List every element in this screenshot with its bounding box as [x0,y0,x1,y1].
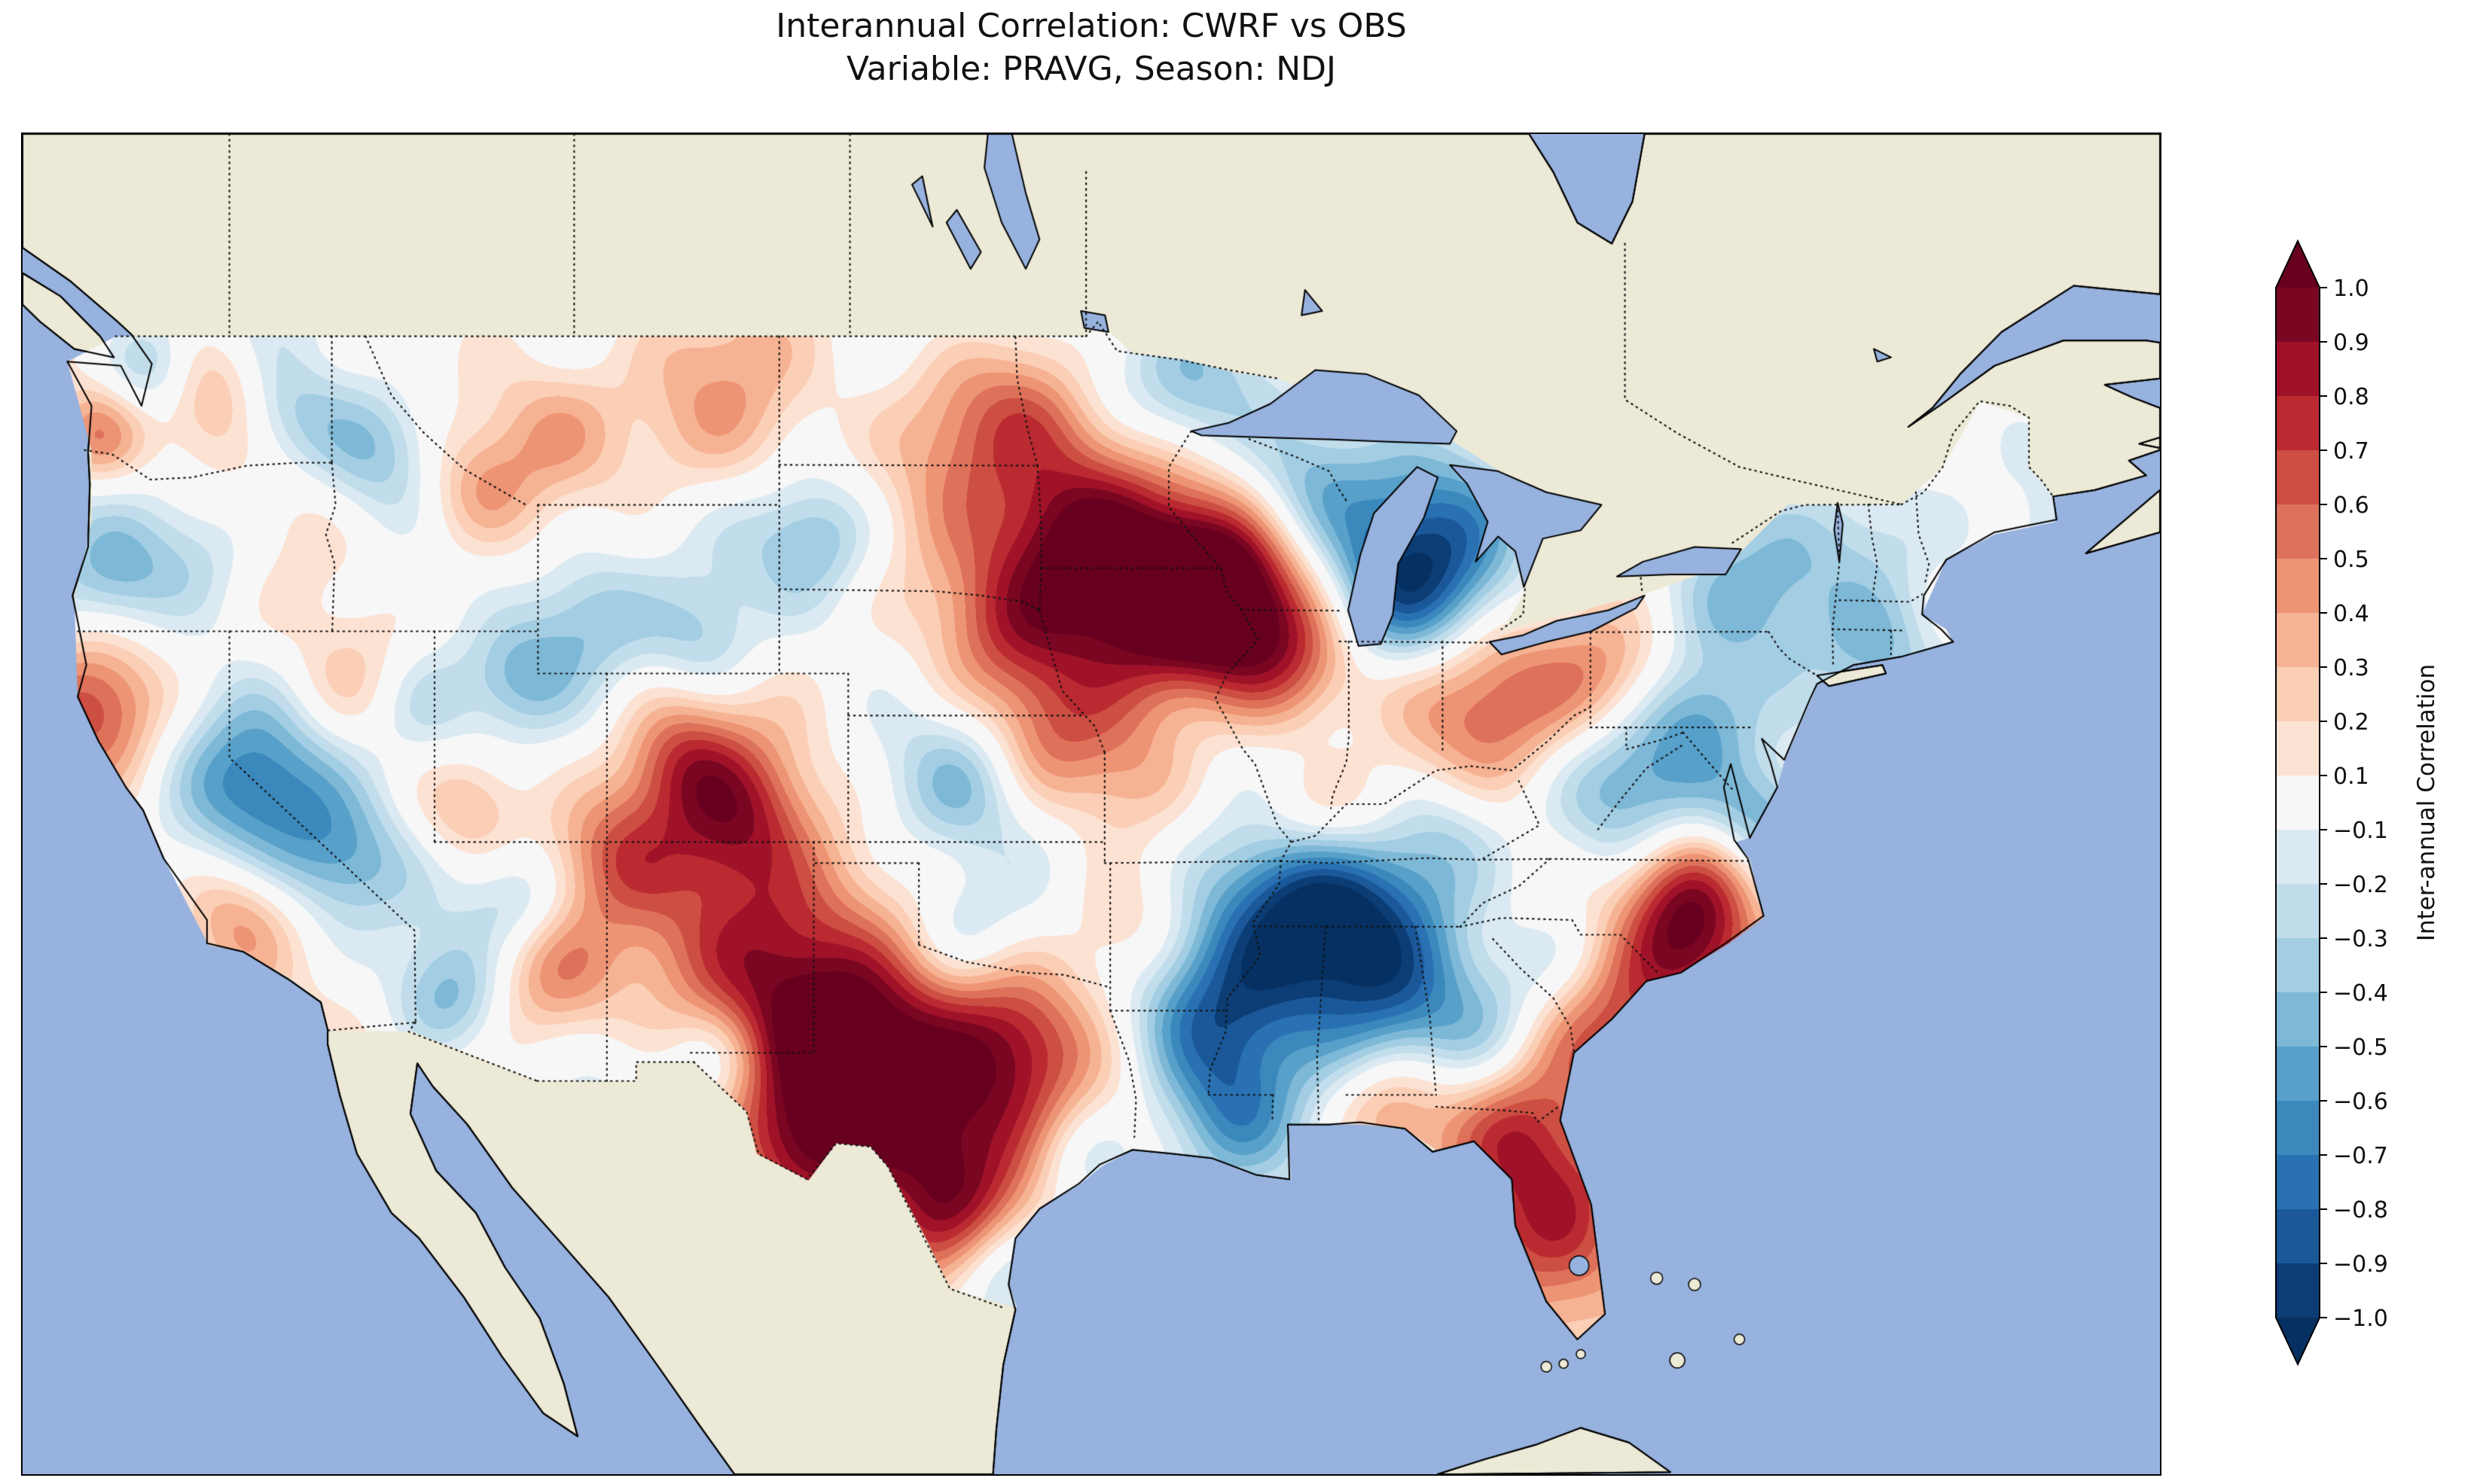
colorbar-tick-label: 0.6 [2333,492,2369,519]
colorbar-band [2276,504,2320,559]
colorbar-tick-label: −0.7 [2333,1143,2388,1169]
colorbar-svg: 1.0 0.9 0.8 0.7 0.6 0.5 0.4 0.3 0.2 0.1 −0.1 −0.2 −0… [2275,239,2388,1367]
colorbar-tick-label: 0.4 [2333,601,2369,627]
colorbar-band [2276,559,2320,614]
colorbar-tick-label: −0.1 [2333,818,2388,844]
colorbar-extend-over [2276,241,2320,288]
colorbar-band [2276,450,2320,505]
colorbar-band [2276,342,2320,397]
colorbar-tick-label: −0.4 [2333,980,2388,1007]
colorbar-tick-label: 0.5 [2333,547,2369,573]
colorbar-tick-label: −0.6 [2333,1089,2388,1115]
colorbar-band [2276,1047,2320,1102]
colorbar-tick-label: −0.8 [2333,1197,2388,1223]
colorbar-axis-label: Inter-annual Correlation [2413,663,2440,942]
colorbar-tick-label: −0.5 [2333,1035,2388,1061]
colorbar-band [2276,396,2320,451]
plot-title: Interannual Correlation: CWRF vs OBS Var… [23,5,2160,90]
colorbar-tick-label: −0.2 [2333,872,2388,898]
colorbar-band [2276,938,2320,993]
correlation-map-canvas [21,133,2161,1476]
colorbar-tick-label: 0.3 [2333,655,2369,681]
colorbar-tick-label: 1.0 [2333,276,2369,302]
colorbar-band [2276,288,2320,343]
colorbar-tick-label: 0.7 [2333,438,2369,465]
colorbar-band [2276,776,2320,830]
colorbar-tick-label: −1.0 [2333,1306,2388,1332]
plot-title-line2: Variable: PRAVG, Season: NDJ [846,50,1336,89]
colorbar-tick-label: 0.9 [2333,330,2369,356]
colorbar-band [2276,1101,2320,1156]
colorbar-band [2276,884,2320,939]
colorbar-band [2276,667,2320,722]
colorbar-tick-label: 0.8 [2333,384,2369,410]
colorbar-band [2276,1155,2320,1210]
colorbar-band [2276,992,2320,1047]
colorbar-tick-label: 0.2 [2333,709,2369,736]
colorbar-tick-label: 0.1 [2333,763,2369,790]
colorbar-band [2276,830,2320,885]
colorbar-tick-label: −0.3 [2333,926,2388,952]
colorbar-band [2276,1263,2320,1318]
colorbar: 1.0 0.9 0.8 0.7 0.6 0.5 0.4 0.3 0.2 0.1 −0.1 −0.2 −0… [2268,238,2457,1375]
plot-title-line1: Interannual Correlation: CWRF vs OBS [776,7,1407,45]
colorbar-band [2276,613,2320,668]
colorbar-band [2276,721,2320,776]
colorbar-tick-label: −0.9 [2333,1251,2388,1278]
colorbar-extend-under [2276,1318,2320,1364]
colorbar-band [2276,1209,2320,1264]
